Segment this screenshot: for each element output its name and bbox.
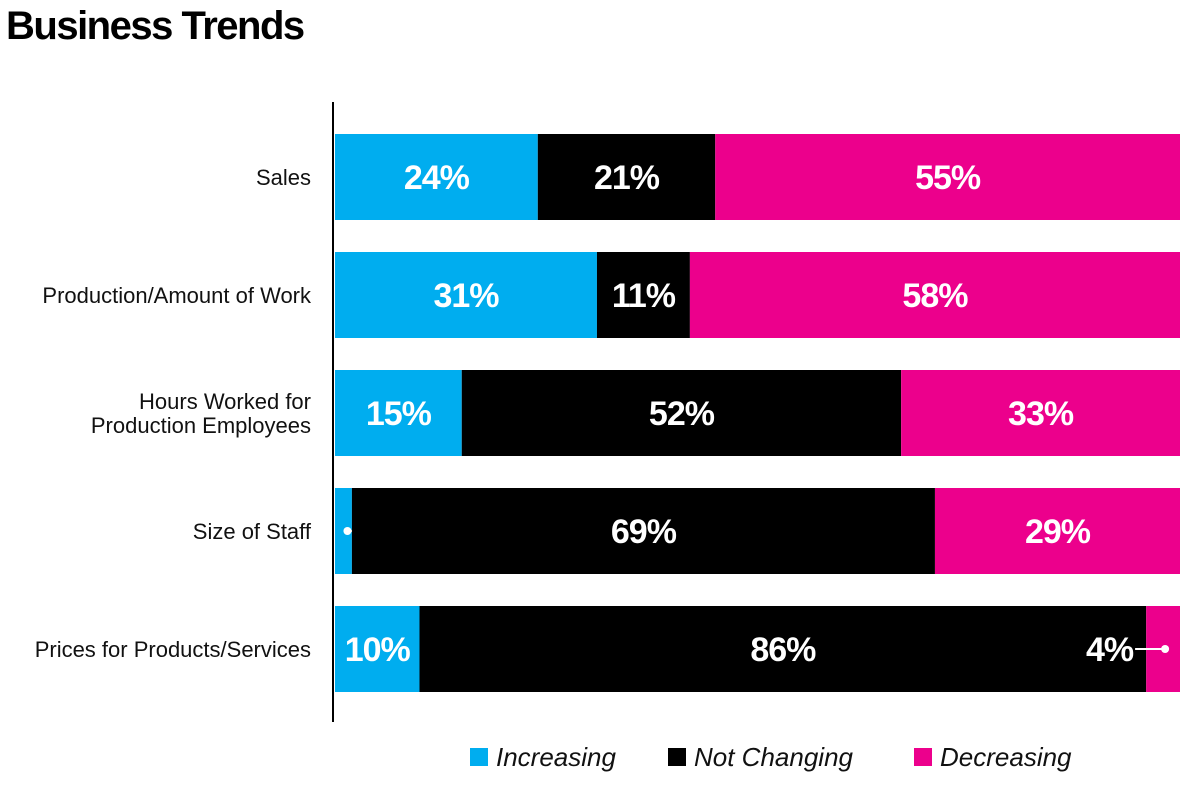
legend-label-decreasing: Decreasing (940, 742, 1072, 772)
data-label-hours-worked-for-production-employees-decreasing: 33% (1008, 395, 1074, 433)
data-label-production-amount-of-work-not-changing: 11% (612, 277, 676, 315)
data-label-sales-decreasing: 55% (915, 159, 981, 197)
category-label-hours-worked-for-production-employees-line-2: Production Employees (91, 413, 311, 438)
data-label-size-of-staff-not-changing: 69% (611, 513, 677, 551)
bar-sales-increasing (335, 134, 538, 220)
bar-hours-worked-for-production-employees-not-changing (461, 370, 902, 456)
data-label-production-amount-of-work-increasing: 31% (433, 277, 499, 315)
data-label-sales-not-changing: 21% (594, 159, 660, 197)
legend-swatch-decreasing (914, 748, 932, 766)
bar-size-of-staff-decreasing (934, 488, 1180, 574)
legend-label-increasing: Increasing (496, 742, 616, 772)
bar-production-amount-of-work-not-changing (596, 252, 690, 338)
data-label-hours-worked-for-production-employees-increasing: 15% (366, 395, 432, 433)
bar-hours-worked-for-production-employees-decreasing (901, 370, 1180, 456)
legend-swatch-increasing (470, 748, 488, 766)
data-label-production-amount-of-work-decreasing: 58% (902, 277, 968, 315)
bar-sales-not-changing (537, 134, 716, 220)
chart-title: Business Trends (6, 4, 305, 48)
category-label-sales: Sales (256, 165, 311, 190)
legend: Increasing Not Changing Decreasing (470, 742, 1072, 772)
bar-prices-for-products-services-not-changing (419, 606, 1147, 692)
data-label-prices-for-products-services-increasing: 10% (345, 631, 411, 669)
bars-layer: Sales 24% 21% 55% Production/Amount of Work 3… (35, 134, 1180, 692)
bar-size-of-staff-not-changing (351, 488, 935, 574)
bar-prices-for-products-services-increasing (335, 606, 420, 692)
legend-label-not-changing: Not Changing (694, 742, 854, 772)
data-label-prices-for-products-services-not-changing: 86% (750, 631, 816, 669)
bar-hours-worked-for-production-employees-increasing (335, 370, 462, 456)
category-label-prices-for-products-services: Prices for Products/Services (35, 637, 311, 662)
data-label-size-of-staff-decreasing: 29% (1025, 513, 1091, 551)
category-label-hours-worked-for-production-employees-line-1: Hours Worked for (139, 389, 311, 414)
bar-production-amount-of-work-increasing (335, 252, 597, 338)
data-label-hours-worked-for-production-employees-not-changing: 52% (649, 395, 715, 433)
bar-sales-decreasing (715, 134, 1180, 220)
bar-production-amount-of-work-decreasing (689, 252, 1180, 338)
data-label-sales-increasing: 24% (404, 159, 470, 197)
category-label-size-of-staff: Size of Staff (193, 519, 312, 544)
category-label-production-amount-of-work: Production/Amount of Work (42, 283, 312, 308)
legend-swatch-not-changing (668, 748, 686, 766)
data-label-prices-for-products-services-decreasing: 4% (1086, 631, 1134, 669)
